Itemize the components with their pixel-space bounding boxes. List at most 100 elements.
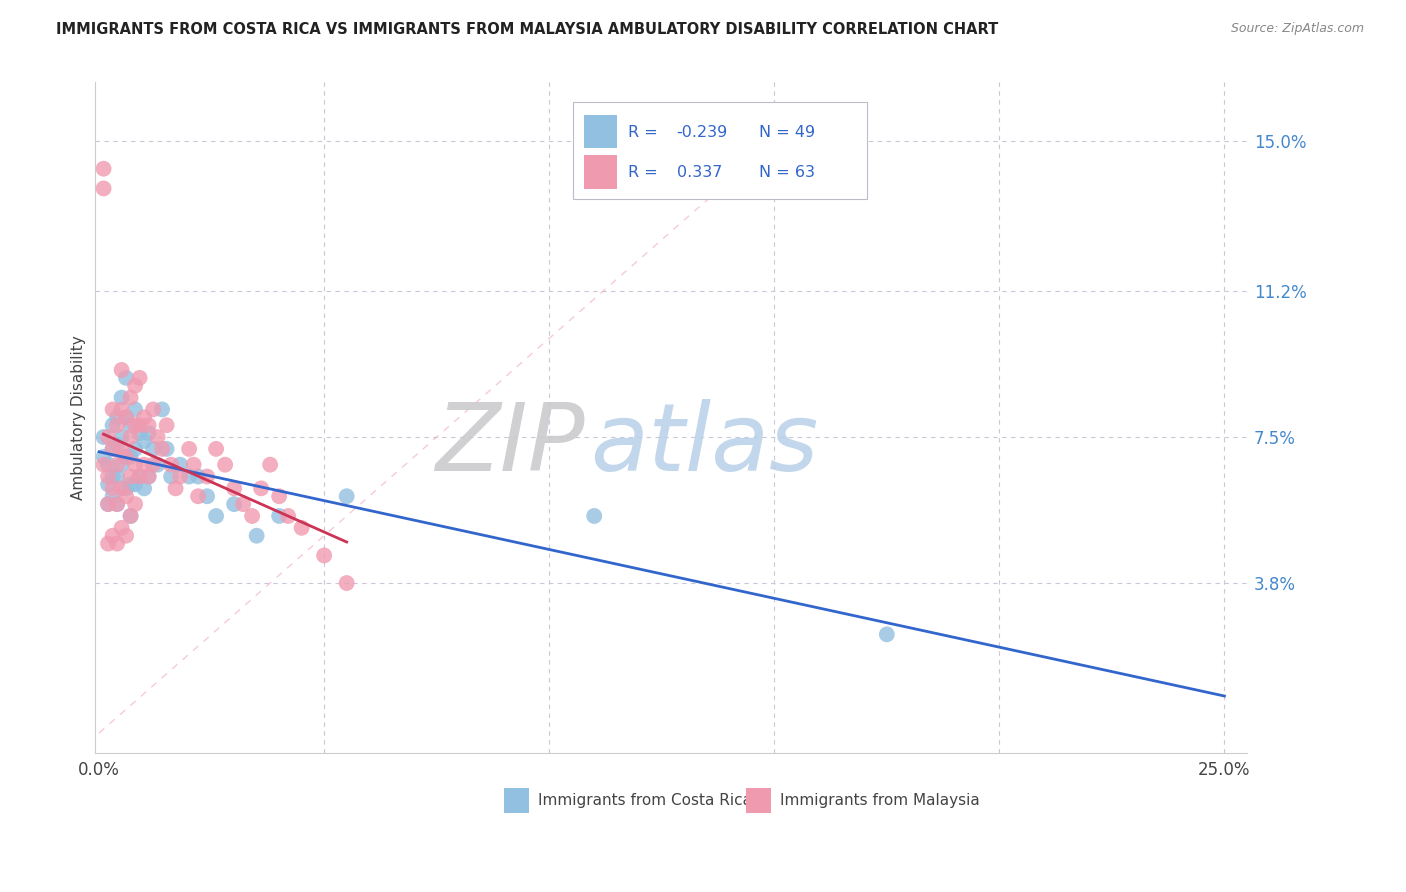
Point: [97, 536, 120, 550]
Point: [124, 477, 146, 491]
Point: [876, 627, 898, 641]
Point: [128, 418, 150, 433]
Point: [110, 458, 132, 472]
Point: [160, 458, 183, 472]
Point: [132, 434, 155, 448]
Text: Source: ZipAtlas.com: Source: ZipAtlas.com: [1230, 22, 1364, 36]
Bar: [585, 115, 617, 148]
Point: [195, 489, 218, 503]
Point: [246, 529, 269, 543]
Point: [205, 442, 228, 456]
Point: [224, 497, 246, 511]
Text: atlas: atlas: [591, 399, 818, 490]
Point: [97, 497, 120, 511]
Point: [169, 458, 191, 472]
Text: N = 49: N = 49: [759, 125, 815, 140]
Bar: [585, 155, 617, 188]
Point: [101, 442, 124, 456]
Point: [115, 410, 138, 425]
Point: [138, 426, 160, 441]
Point: [177, 442, 200, 456]
Point: [101, 442, 124, 456]
Point: [169, 469, 191, 483]
Text: R =: R =: [628, 165, 668, 180]
Point: [105, 469, 128, 483]
Point: [132, 481, 155, 495]
Point: [101, 402, 124, 417]
Point: [138, 418, 160, 433]
Point: [105, 438, 128, 452]
Point: [105, 497, 128, 511]
Point: [124, 442, 146, 456]
Point: [165, 481, 187, 495]
Point: [110, 481, 132, 495]
Point: [101, 469, 124, 483]
Point: [250, 481, 273, 495]
Point: [124, 418, 146, 433]
Point: [583, 508, 606, 523]
Point: [132, 410, 155, 425]
Point: [120, 508, 142, 523]
Text: N = 63: N = 63: [759, 165, 815, 180]
Point: [115, 371, 138, 385]
Point: [146, 458, 169, 472]
Point: [97, 458, 120, 472]
Point: [120, 391, 142, 405]
Point: [124, 378, 146, 392]
Point: [105, 497, 128, 511]
Point: [110, 442, 132, 456]
Point: [101, 418, 124, 433]
Point: [155, 418, 177, 433]
Point: [224, 481, 246, 495]
Point: [93, 161, 115, 176]
Point: [101, 481, 124, 495]
Point: [277, 508, 299, 523]
Text: ZIP: ZIP: [434, 399, 585, 490]
Text: IMMIGRANTS FROM COSTA RICA VS IMMIGRANTS FROM MALAYSIA AMBULATORY DISABILITY COR: IMMIGRANTS FROM COSTA RICA VS IMMIGRANTS…: [56, 22, 998, 37]
Point: [93, 450, 115, 464]
Point: [336, 576, 359, 591]
Point: [128, 426, 150, 441]
Point: [240, 508, 263, 523]
Point: [115, 410, 138, 425]
Point: [214, 458, 236, 472]
Y-axis label: Ambulatory Disability: Ambulatory Disability: [72, 335, 86, 500]
Point: [124, 402, 146, 417]
Point: [115, 450, 138, 464]
Point: [120, 450, 142, 464]
Text: Immigrants from Malaysia: Immigrants from Malaysia: [780, 793, 980, 808]
Point: [183, 458, 205, 472]
Point: [120, 477, 142, 491]
Point: [269, 489, 291, 503]
Point: [110, 391, 132, 405]
Point: [142, 442, 165, 456]
Text: Immigrants from Costa Rica: Immigrants from Costa Rica: [538, 793, 752, 808]
Text: R =: R =: [628, 125, 664, 140]
Point: [187, 469, 209, 483]
Point: [105, 458, 128, 472]
Point: [291, 521, 314, 535]
Point: [124, 497, 146, 511]
Point: [105, 536, 128, 550]
Point: [314, 549, 336, 563]
Point: [336, 489, 359, 503]
Point: [128, 469, 150, 483]
Point: [115, 529, 138, 543]
Point: [132, 458, 155, 472]
Point: [105, 410, 128, 425]
Point: [105, 418, 128, 433]
Point: [142, 402, 165, 417]
Point: [110, 402, 132, 417]
Point: [97, 469, 120, 483]
FancyBboxPatch shape: [572, 102, 866, 199]
Point: [138, 469, 160, 483]
Point: [101, 529, 124, 543]
Text: -0.239: -0.239: [676, 125, 728, 140]
Point: [138, 469, 160, 483]
Point: [120, 418, 142, 433]
Point: [155, 442, 177, 456]
Point: [97, 497, 120, 511]
Point: [93, 458, 115, 472]
Point: [93, 181, 115, 195]
Point: [110, 363, 132, 377]
